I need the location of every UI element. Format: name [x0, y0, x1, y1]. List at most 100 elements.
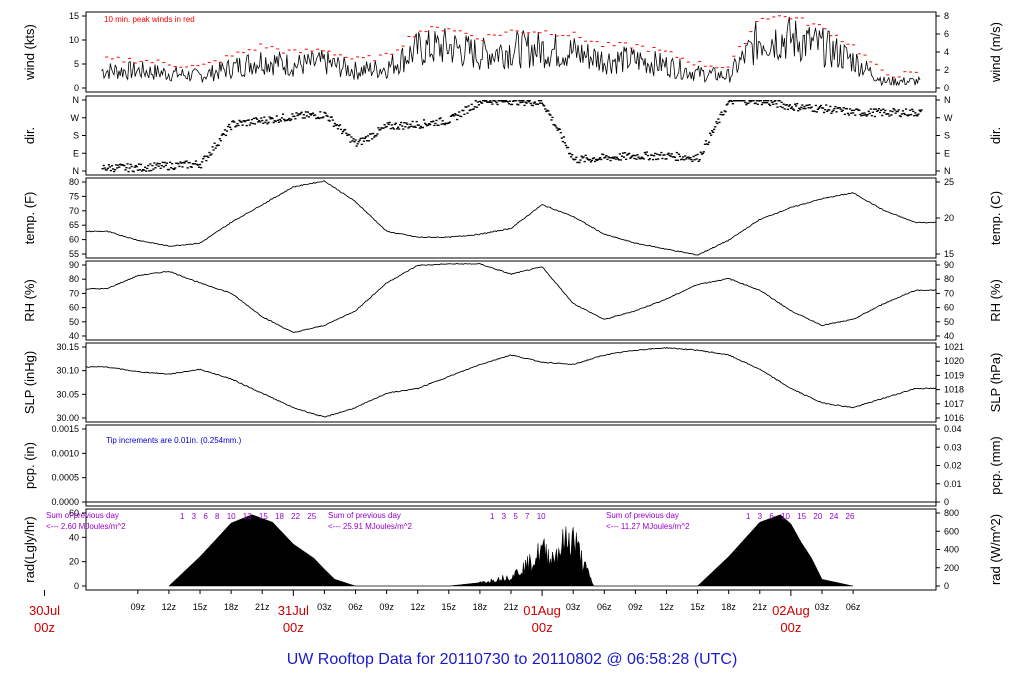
- dir-point: [776, 106, 779, 108]
- dir-point: [264, 121, 267, 123]
- dir-point: [210, 153, 213, 155]
- dir-point: [270, 117, 273, 119]
- dir-point: [295, 112, 298, 114]
- dir-point: [237, 124, 240, 127]
- dir-point: [458, 111, 461, 113]
- dir-point: [666, 153, 669, 156]
- dir-point: [253, 123, 257, 125]
- dir-point: [787, 105, 790, 107]
- rad-day-marks: 1 3 6 10 15 20 24 26: [746, 512, 855, 521]
- dir-point: [657, 158, 660, 160]
- dir-point: [655, 158, 658, 161]
- xtick-label: 09z: [628, 602, 643, 612]
- dir-point: [133, 166, 136, 168]
- dir-point: [571, 154, 574, 156]
- dir-point: [370, 133, 373, 135]
- dir-point: [302, 114, 305, 116]
- series-line-temp: [85, 180, 936, 256]
- dir-point: [410, 125, 413, 127]
- dir-point: [773, 100, 776, 103]
- dir-point: [722, 113, 725, 116]
- dir-point: [331, 119, 334, 121]
- dir-point: [687, 156, 690, 158]
- dir-point: [152, 168, 155, 170]
- ylabel-left-temp: temp. (F): [22, 192, 37, 245]
- dir-point: [212, 149, 215, 151]
- rad-note-heading: Sum of previous day: [328, 511, 401, 520]
- dir-point: [435, 119, 438, 122]
- dir-point: [635, 158, 638, 160]
- dir-point: [793, 103, 797, 105]
- dir-point: [889, 110, 892, 112]
- dir-point: [718, 121, 721, 124]
- dir-point: [332, 125, 335, 128]
- panel-frame-temp: [85, 177, 937, 259]
- dir-point: [831, 110, 834, 113]
- dir-point: [254, 117, 258, 119]
- dir-point: [118, 166, 121, 168]
- dir-point: [899, 115, 902, 118]
- dir-point: [249, 122, 252, 124]
- dir-point: [491, 103, 494, 105]
- ytick-label-left-slp: 30.15: [56, 342, 79, 352]
- dir-point: [767, 100, 770, 102]
- dir-point: [745, 103, 748, 106]
- dir-point: [785, 104, 788, 106]
- dir-point: [873, 115, 877, 118]
- dir-point: [653, 155, 656, 157]
- dir-point: [261, 119, 264, 122]
- dir-point: [663, 154, 666, 156]
- dir-point: [749, 101, 752, 103]
- dir-point: [349, 141, 352, 143]
- dir-point: [413, 125, 416, 128]
- dir-point: [452, 115, 456, 117]
- dir-point: [220, 134, 223, 136]
- dir-point: [585, 157, 588, 159]
- dir-point: [448, 121, 452, 123]
- date-label-hour: 00z: [532, 620, 553, 635]
- dir-point: [306, 111, 309, 113]
- dir-point: [616, 158, 619, 160]
- ytick-label-right-pcp: 0: [944, 497, 949, 507]
- dir-point: [279, 120, 283, 122]
- ylabel-left-rh: RH (%): [22, 279, 37, 322]
- dir-point: [490, 101, 493, 104]
- pcp-annotation: Tip increments are 0.01in. (0.254mm.): [106, 436, 242, 445]
- xtick-label: 09z: [131, 602, 146, 612]
- dir-point: [257, 121, 260, 123]
- dir-point: [594, 158, 598, 161]
- dir-point: [840, 110, 843, 113]
- dir-point: [860, 115, 863, 117]
- dir-point: [531, 104, 534, 107]
- dir-point: [563, 142, 567, 144]
- dir-point: [143, 169, 146, 171]
- dir-point: [326, 115, 329, 118]
- dir-point: [564, 144, 568, 147]
- dir-point: [821, 107, 825, 109]
- dir-point: [236, 122, 239, 125]
- dir-point: [160, 164, 163, 167]
- dir-point: [116, 167, 119, 169]
- ytick-label-right-rad: 0: [944, 581, 949, 591]
- dir-point: [105, 169, 108, 171]
- dir-point: [714, 126, 717, 128]
- date-label-hour: 00z: [283, 620, 304, 635]
- dir-point: [134, 164, 137, 167]
- dir-point: [408, 126, 411, 128]
- dir-point: [801, 104, 804, 106]
- dir-point: [183, 162, 186, 164]
- rad-note-heading: Sum of previous day: [606, 511, 679, 520]
- dir-point: [903, 113, 907, 116]
- dir-point: [914, 112, 917, 114]
- dir-point: [323, 111, 326, 114]
- dir-point: [108, 166, 112, 168]
- ylabel-left-dir: dir.: [22, 127, 37, 144]
- dir-point: [365, 140, 369, 142]
- dir-point: [813, 110, 816, 113]
- dir-point: [536, 103, 540, 105]
- ytick-label-right-rh: 70: [944, 288, 954, 298]
- date-label-hour: 00z: [34, 620, 55, 635]
- dir-point: [798, 107, 801, 110]
- dir-point: [800, 106, 803, 109]
